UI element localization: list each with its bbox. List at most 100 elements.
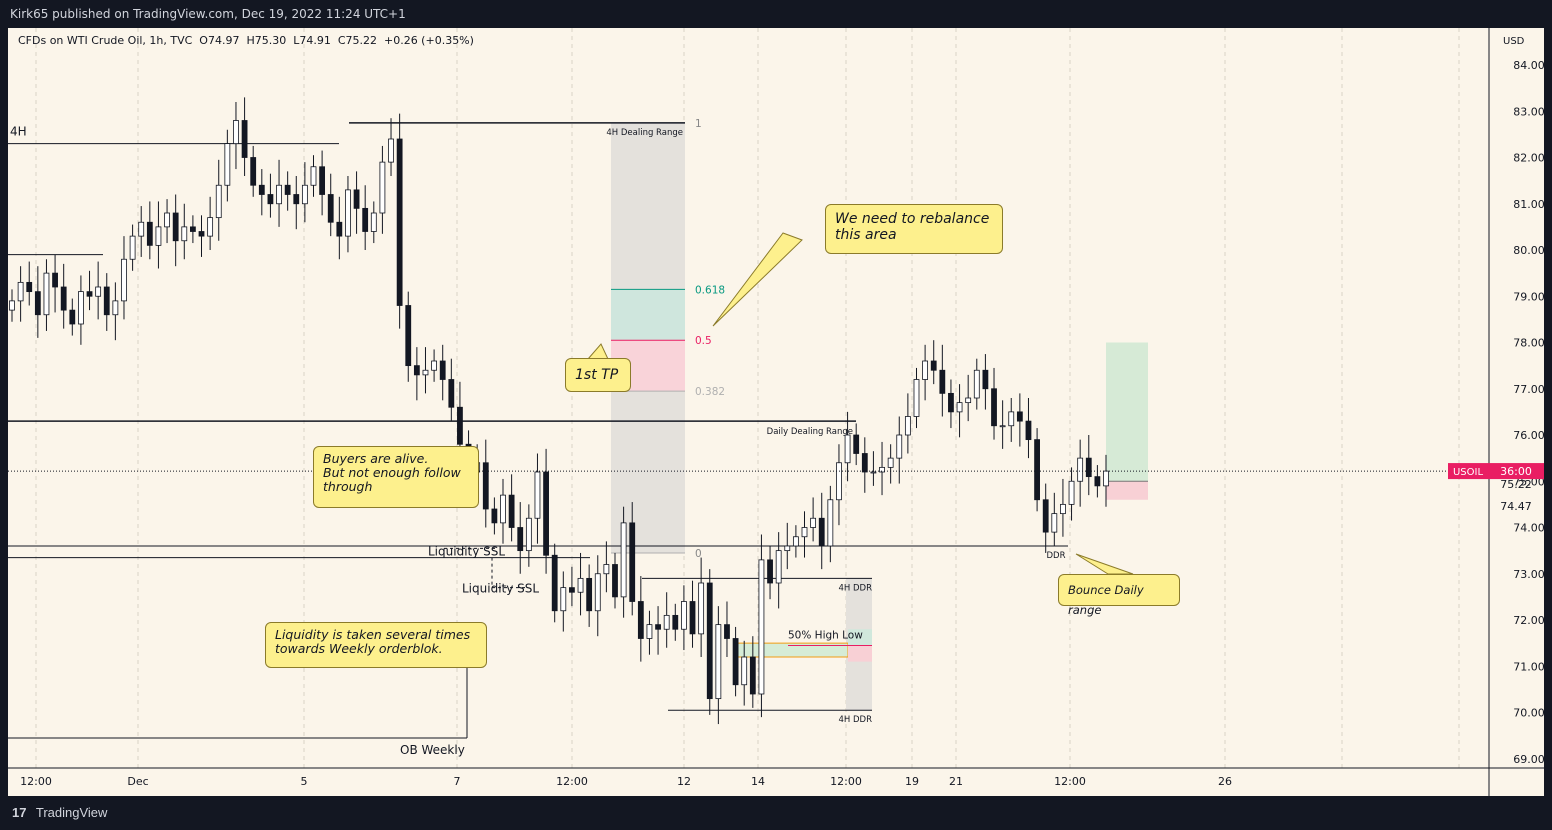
currency-label: USD xyxy=(1503,36,1525,47)
candle-body-43 xyxy=(379,161,386,214)
candle-body-81 xyxy=(706,582,713,700)
fib-label-4: 0 xyxy=(695,548,702,560)
candle-body-11 xyxy=(103,286,110,316)
candle-body-16 xyxy=(146,221,153,246)
candle-body-15 xyxy=(138,221,145,237)
candle-body-58 xyxy=(508,494,515,528)
candle-body-63 xyxy=(551,554,558,612)
candle-body-126 xyxy=(1094,476,1101,487)
label-4h-dealing-range: 4H Dealing Range xyxy=(606,128,683,138)
candle-body-48 xyxy=(422,369,429,376)
candle-body-124 xyxy=(1077,457,1084,482)
candle-body-29 xyxy=(258,184,265,195)
candle-body-91 xyxy=(792,536,799,547)
label-4h-ddr-bottom: 4H DDR xyxy=(839,715,873,725)
candle-body-121 xyxy=(1051,513,1058,533)
candle-body-72 xyxy=(629,522,636,602)
note-buyers[interactable]: Buyers are alive. But not enough follow … xyxy=(313,446,479,508)
candle-body-0 xyxy=(9,300,15,311)
candle-body-44 xyxy=(388,138,394,163)
candles xyxy=(9,97,1109,725)
candle-body-10 xyxy=(95,286,102,297)
fib-label-0: 1 xyxy=(695,118,702,130)
candle-body-99 xyxy=(861,453,868,473)
note-first-tp[interactable]: 1st TP xyxy=(565,358,631,392)
candle-body-84 xyxy=(732,638,739,686)
candle-body-114 xyxy=(991,388,997,427)
candle-body-96 xyxy=(836,462,842,501)
position-target-zone xyxy=(1106,342,1148,482)
footer-brand: TradingView xyxy=(35,805,108,820)
candle-body-24 xyxy=(215,184,222,219)
symbol-ohlc-line: CFDs on WTI Crude Oil, 1h, TVC O74.97 H7… xyxy=(18,34,474,47)
tradingview-logo-icon: 17 xyxy=(12,805,27,820)
price-marker: 74.47 xyxy=(1500,500,1532,513)
label-half-high-low: 50% High Low xyxy=(788,630,863,642)
candle-body-117 xyxy=(1016,411,1023,422)
candle-body-33 xyxy=(293,194,300,205)
bounce-pointer xyxy=(1075,553,1134,575)
candle-body-19 xyxy=(172,212,179,242)
note-liquidity[interactable]: Liquidity is taken several times towards… xyxy=(265,622,487,668)
note-rebalance[interactable]: We need to rebalance this area xyxy=(825,204,1003,254)
note-bounce[interactable]: Bounce Daily range xyxy=(1058,574,1180,617)
y-tick-6: 78.00 xyxy=(1513,337,1544,350)
candle-body-64 xyxy=(560,587,567,612)
publish-info: Kirk65 published on TradingView.com, Dec… xyxy=(10,7,406,21)
candle-body-87 xyxy=(758,559,765,695)
candle-body-77 xyxy=(672,614,679,630)
candle-body-32 xyxy=(284,184,291,195)
candle-body-51 xyxy=(448,379,455,408)
candle-body-104 xyxy=(904,416,911,436)
candle-body-20 xyxy=(181,226,188,242)
candle-body-59 xyxy=(517,527,524,552)
candle-body-9 xyxy=(86,291,93,297)
candle-body-56 xyxy=(491,508,498,524)
x-tick-11: 26 xyxy=(1218,775,1232,788)
candle-body-123 xyxy=(1068,480,1075,505)
candle-body-35 xyxy=(310,166,317,186)
candle-body-57 xyxy=(500,494,506,524)
price-chart[interactable]: USD84.0083.0082.0081.0080.0079.0078.0077… xyxy=(8,28,1544,796)
symbol-tag: USOIL xyxy=(1453,467,1483,478)
rebalance-pointer xyxy=(712,232,803,327)
candle-body-7 xyxy=(69,309,76,325)
label-ddr: DDR xyxy=(1047,551,1066,561)
symbol-tag-bg xyxy=(1448,463,1489,480)
y-tick-10: 74.00 xyxy=(1513,522,1544,535)
label-liquidity-ssl-1: Liquidity SSL xyxy=(428,545,505,559)
candle-body-92 xyxy=(801,527,808,538)
x-tick-2: 5 xyxy=(301,775,308,788)
candle-body-21 xyxy=(189,226,196,232)
y-tick-0: 84.00 xyxy=(1513,59,1544,72)
candle-body-85 xyxy=(741,656,748,686)
candle-body-100 xyxy=(870,471,877,474)
candle-body-108 xyxy=(939,369,946,394)
candle-body-94 xyxy=(818,517,825,547)
half-red xyxy=(848,645,872,662)
candle-body-90 xyxy=(784,545,791,552)
candle-body-8 xyxy=(78,291,84,325)
candle-body-103 xyxy=(896,434,903,459)
candle-body-40 xyxy=(353,189,360,209)
candle-body-82 xyxy=(715,624,722,700)
fib-zone-618-500 xyxy=(611,289,685,341)
y-tick-12: 72.00 xyxy=(1513,614,1544,627)
candle-body-122 xyxy=(1060,503,1066,515)
label-liquidity-ssl-2: Liquidity SSL xyxy=(462,581,539,595)
y-tick-5: 79.00 xyxy=(1513,290,1544,303)
candle-body-68 xyxy=(594,573,601,612)
x-tick-0: 12:00 xyxy=(20,775,52,788)
candle-body-14 xyxy=(129,235,136,260)
candle-body-12 xyxy=(112,300,119,316)
candle-body-55 xyxy=(482,462,489,510)
candle-body-109 xyxy=(948,392,954,413)
footer-bar: 17 TradingView xyxy=(0,796,1552,830)
candle-body-80 xyxy=(698,582,705,635)
position-stop-zone xyxy=(1106,481,1148,500)
chart-area[interactable]: USD 84.00 83.00 82.00 81.00 80.00 79.00 78.00 77… xyxy=(8,28,1544,796)
candle-body-42 xyxy=(370,212,377,232)
candle-body-106 xyxy=(922,360,929,380)
candle-body-62 xyxy=(543,471,549,556)
candle-body-69 xyxy=(603,564,610,575)
